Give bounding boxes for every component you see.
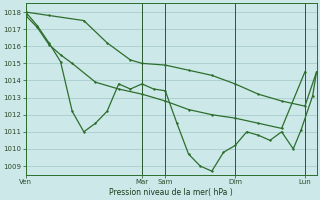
X-axis label: Pression niveau de la mer( hPa ): Pression niveau de la mer( hPa ) [109, 188, 233, 197]
